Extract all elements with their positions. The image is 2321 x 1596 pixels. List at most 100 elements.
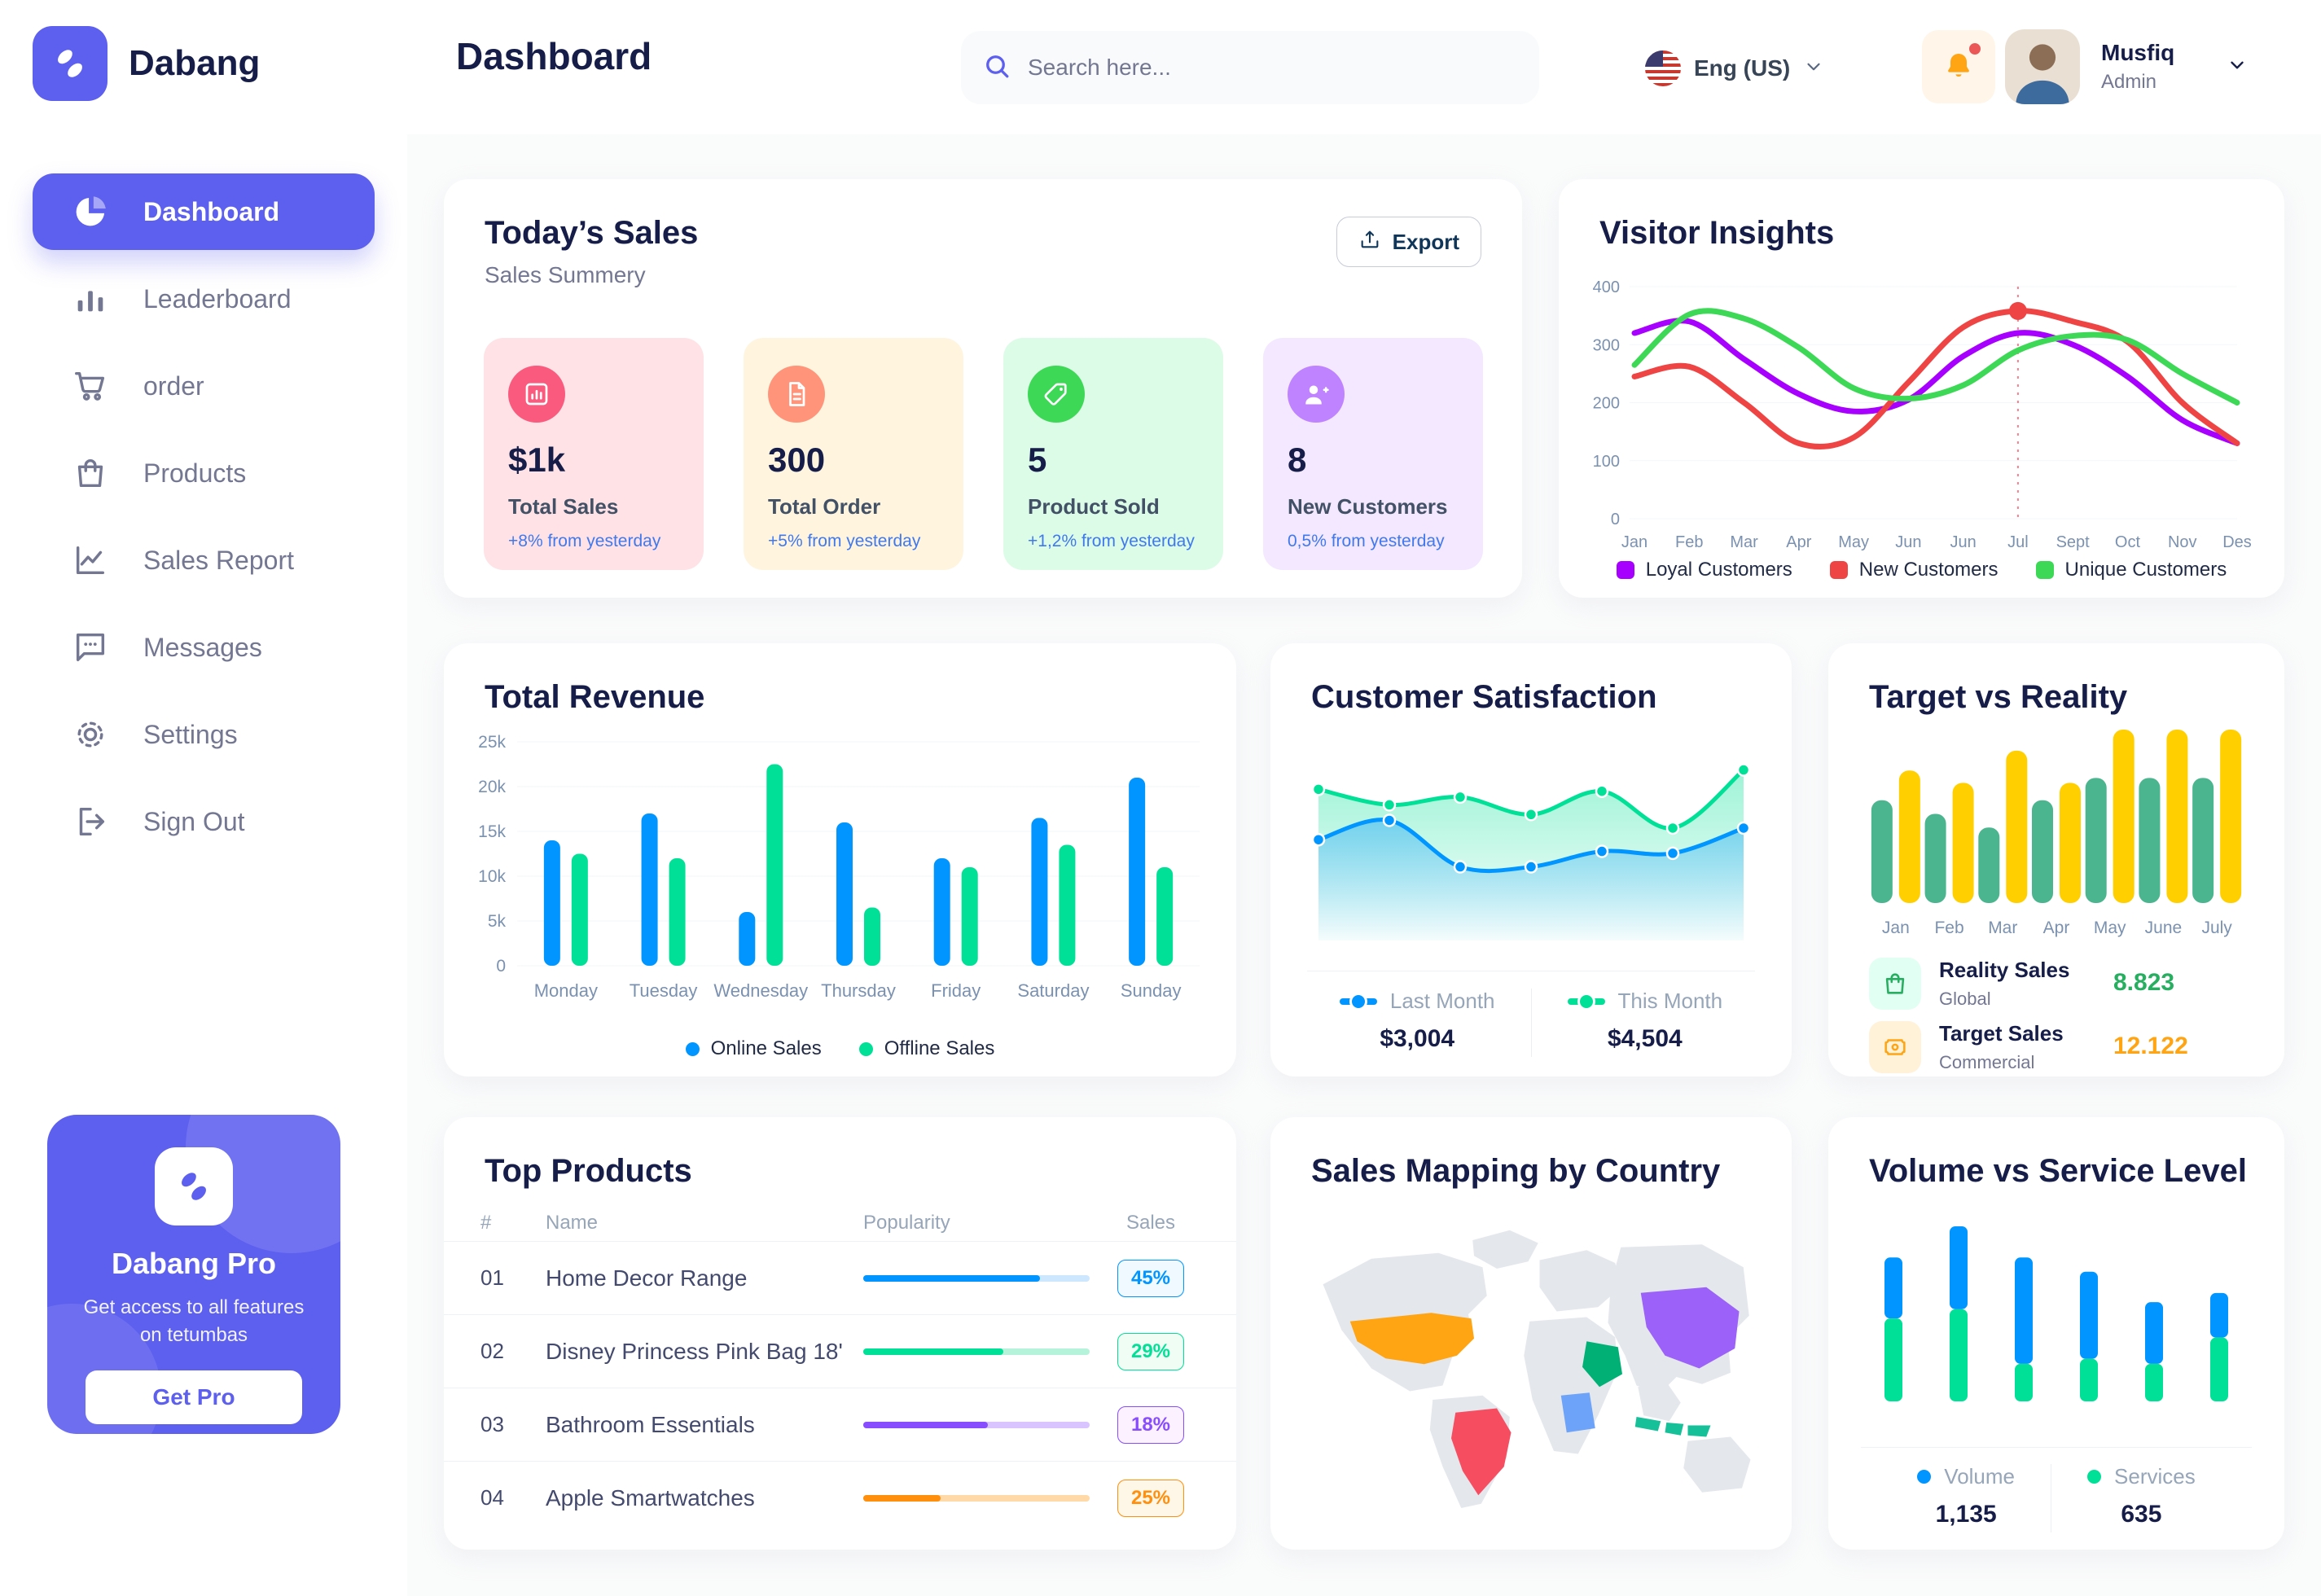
sidebar-item-label: Sales Report — [143, 545, 294, 575]
chevron-down-icon — [2227, 55, 2248, 80]
product-name: Home Decor Range — [546, 1265, 748, 1291]
app-name: Dabang — [129, 42, 261, 83]
stat-card-new-customers: 8 New Customers 0,5% from yesterday — [1263, 338, 1483, 570]
sidebar-item-label: Sign Out — [143, 806, 245, 836]
notification-dot — [1969, 43, 1981, 55]
svg-text:Jan: Jan — [1882, 919, 1910, 937]
legend-item: Offline Sales — [858, 1037, 994, 1060]
svg-text:Nov: Nov — [2168, 533, 2197, 551]
legend-label: Services — [2114, 1464, 2196, 1489]
pro-title: Dabang Pro — [111, 1247, 277, 1280]
legend-target-sales: Target Sales Commercial 12.122 — [1869, 1019, 2252, 1078]
card-subtitle: Sales Summery — [485, 262, 646, 287]
file-list-icon — [768, 366, 825, 423]
svg-text:100: 100 — [1593, 453, 1620, 471]
search-icon — [982, 51, 1011, 85]
chartline-icon — [72, 542, 109, 579]
this-month-total: $4,504 — [1607, 1025, 1683, 1052]
customer-satisfaction-card: Customer Satisfaction Last Month $3,004 … — [1270, 643, 1792, 1076]
todays-sales-card: Today’s Sales Sales Summery Export $1k To… — [444, 179, 1522, 598]
last-month-marker-icon — [1339, 992, 1377, 1011]
bar-chart-icon — [508, 366, 565, 423]
svg-text:Mar: Mar — [1988, 919, 2017, 937]
get-pro-button[interactable]: Get Pro — [86, 1370, 302, 1424]
card-title: Volume vs Service Level — [1869, 1153, 2247, 1189]
table-header: # Name Popularity Sales — [444, 1207, 1236, 1239]
legend-name: Reality Sales — [1939, 958, 2070, 982]
this-month-marker-icon — [1567, 992, 1605, 1011]
country-indonesia — [1634, 1417, 1711, 1437]
profile-menu[interactable]: Musfiq Admin — [2005, 28, 2248, 105]
svg-text:Jan: Jan — [1621, 533, 1648, 551]
services-total: 635 — [2121, 1501, 2162, 1528]
table-row: 02 Disney Princess Pink Bag 18' 29% — [444, 1314, 1236, 1388]
product-number: 04 — [480, 1485, 504, 1510]
country-dr-congo — [1560, 1392, 1595, 1433]
svg-text:Sunday: Sunday — [1121, 980, 1182, 1001]
search-bar — [961, 31, 1539, 104]
stat-label: Total Sales — [508, 494, 619, 519]
card-title: Customer Satisfaction — [1311, 679, 1657, 715]
total-revenue-chart: 0 5k 10k 15k 20k 25k Monday Tuesday Wednesday Thu… — [478, 733, 1200, 1001]
svg-text:0: 0 — [1611, 511, 1620, 528]
stat-card-total-sales: $1k Total Sales +8% from yesterday — [484, 338, 704, 570]
sidebar-item-products[interactable]: Products — [33, 435, 375, 511]
bell-icon — [1942, 53, 1975, 85]
sidebar-item-label: Settings — [143, 719, 238, 749]
col-name: Name — [546, 1212, 599, 1234]
divider — [1530, 989, 1532, 1057]
svg-text:Feb: Feb — [1934, 919, 1963, 937]
reality-sales-value: 8.823 — [2113, 969, 2175, 996]
sidebar-item-messages[interactable]: Messages — [33, 609, 375, 686]
legend-item: Online Sales — [685, 1037, 822, 1060]
svg-text:25k: 25k — [478, 733, 506, 752]
svg-text:Jun: Jun — [1895, 533, 1921, 551]
card-title: Target vs Reality — [1869, 679, 2128, 715]
legend-last-month: Last Month $3,004 — [1339, 989, 1495, 1057]
sidebar-item-order[interactable]: order — [33, 348, 375, 424]
legend-name: Target Sales — [1939, 1021, 2064, 1046]
legend-label: Volume — [1944, 1464, 2016, 1489]
product-name: Apple Smartwatches — [546, 1484, 755, 1510]
sidebar-item-label: Messages — [143, 632, 262, 662]
svg-text:300: 300 — [1593, 336, 1620, 354]
svg-text:Des: Des — [2222, 533, 2252, 551]
product-name: Disney Princess Pink Bag 18' — [546, 1338, 843, 1364]
app-logo-row: Dabang — [0, 0, 407, 102]
legend-this-month: This Month $4,504 — [1567, 989, 1723, 1057]
language-selector[interactable]: Eng (US) — [1645, 39, 1824, 98]
legend-label: This Month — [1617, 989, 1723, 1013]
sidebar-item-dashboard[interactable]: Dashboard — [33, 173, 375, 250]
svg-text:5k: 5k — [488, 912, 507, 931]
app-logo — [33, 25, 107, 101]
notifications-button[interactable] — [1922, 30, 1995, 103]
sidebar-item-settings[interactable]: Settings — [33, 696, 375, 773]
export-label: Export — [1392, 229, 1459, 254]
sidebar-item-leaderboard[interactable]: Leaderboard — [33, 261, 375, 337]
user-plus-icon — [1288, 366, 1345, 423]
svg-text:Jun: Jun — [1950, 533, 1977, 551]
last-month-total: $3,004 — [1380, 1025, 1455, 1052]
sidebar-item-sales-report[interactable]: Sales Report — [33, 522, 375, 598]
search-input[interactable] — [1028, 55, 1518, 81]
card-title: Today’s Sales — [485, 215, 699, 251]
sidebar-item-sign-out[interactable]: Sign Out — [33, 783, 375, 860]
svg-text:May: May — [2094, 919, 2126, 937]
signout-icon — [72, 803, 109, 840]
product-number: 03 — [480, 1412, 504, 1436]
visitor-insights-card: Visitor Insights 0 100 200 300 400 Jan Feb Mar A… — [1559, 179, 2284, 598]
user-name: Musfiq — [2101, 40, 2175, 65]
export-button[interactable]: Export — [1336, 217, 1481, 267]
table-row: 04 Apple Smartwatches 25% — [444, 1461, 1236, 1534]
legend-label: Last Month — [1389, 989, 1495, 1013]
pie-icon — [72, 193, 109, 230]
legend-item: New Customers — [1829, 559, 1999, 581]
bag-icon — [72, 454, 109, 492]
total-revenue-legend: Online Sales Offline Sales — [444, 1037, 1236, 1060]
svg-text:Wednesday: Wednesday — [713, 980, 808, 1001]
popularity-bar — [863, 1494, 1090, 1502]
legend-item: Unique Customers — [2035, 559, 2227, 581]
stat-label: Total Order — [768, 494, 881, 519]
table-row: 01 Home Decor Range 45% — [444, 1241, 1236, 1314]
svg-text:Oct: Oct — [2115, 533, 2141, 551]
